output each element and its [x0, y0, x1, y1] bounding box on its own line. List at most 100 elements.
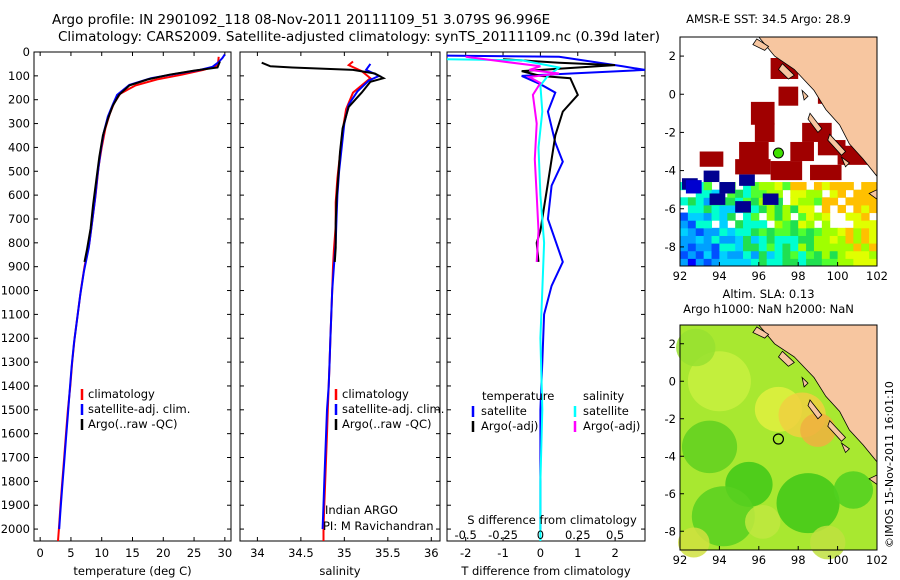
sla-blob [810, 525, 846, 560]
sst-cell [766, 258, 776, 267]
plot-frame [239, 51, 441, 542]
sst-cell [735, 189, 744, 198]
sst-cell [861, 212, 870, 221]
x-tick-label: 0 [537, 546, 544, 560]
sst-cell [845, 197, 854, 206]
x-tick-label: 20 [156, 546, 171, 560]
map-subtitle: Argo h1000: NaN h2000: NaN [683, 302, 854, 316]
legend-entry: satellite [583, 404, 629, 418]
sst-cell [837, 250, 846, 259]
y-tick-label: 1700 [1, 451, 30, 465]
sst-cell [861, 182, 870, 191]
y-tick-label: -8 [665, 524, 676, 538]
y-tick-label: -2 [665, 125, 676, 139]
sst-cell [727, 189, 736, 198]
sst-cell [685, 180, 702, 194]
sst-cell [829, 250, 839, 259]
legend-title: temperature [482, 389, 554, 403]
sst-cell [687, 212, 697, 221]
sst-cell [853, 220, 862, 229]
sst-cell [735, 258, 744, 267]
secondary-tick-label: 0 [537, 528, 544, 542]
sst-cell [806, 204, 815, 214]
y-tick-label: 2000 [1, 522, 30, 536]
legend-entry: Argo(..raw -QC) [342, 417, 432, 431]
figure-title-line2: Climatology: CARS2009. Satellite-adjuste… [58, 29, 661, 45]
sst-cell [821, 227, 831, 236]
sst-cell [798, 250, 807, 259]
sst-cell [687, 220, 697, 229]
sst-masked-block [802, 122, 832, 142]
sst-cell [869, 250, 878, 259]
sst-cell [750, 220, 760, 229]
sst-cell [790, 227, 799, 236]
sst-masked-block [778, 86, 799, 106]
sst-cell [758, 220, 768, 229]
y-tick-label: 0 [23, 45, 30, 59]
sst-cell [719, 258, 728, 267]
sst-cell [869, 235, 878, 244]
sst-cell [743, 189, 752, 198]
sst-cell [853, 243, 862, 252]
y-tick-label: 200 [8, 93, 30, 107]
sst-cell [798, 227, 807, 236]
sst-cell [766, 250, 776, 259]
sst-cell [758, 258, 768, 267]
sst-cell [711, 243, 720, 252]
sst-cell [750, 212, 760, 221]
sst-cell [719, 212, 728, 221]
sst-cell [821, 235, 831, 244]
y-tick-label: 1200 [1, 331, 30, 345]
x-tick-label: 10 [94, 546, 109, 560]
sst-map-panel: AMSR-E SST: 34.5 Argo: 28.9 92 94 96 98 100 10… [665, 12, 888, 283]
sst-cell [806, 212, 815, 221]
sst-cell [798, 189, 807, 198]
y-tick-label: -6 [665, 487, 676, 501]
sst-masked-block [770, 161, 803, 181]
sst-cell [687, 258, 697, 267]
sst-cell [869, 243, 878, 252]
sst-cell [821, 197, 831, 206]
y-tick-label: 1400 [1, 379, 30, 393]
sst-cell [790, 258, 799, 267]
y-tick-label: 100 [8, 69, 30, 83]
sst-cell [750, 197, 760, 206]
land-island [807, 399, 823, 420]
sst-cell [687, 197, 697, 206]
sst-cell [680, 220, 689, 229]
sst-cell [711, 204, 720, 214]
sst-cell [719, 235, 728, 244]
sst-cell [758, 227, 768, 236]
x-tick-label: 1 [574, 546, 581, 560]
sst-cell [687, 227, 697, 236]
sst-masked-block [739, 141, 769, 162]
secondary-tick-label: 0.25 [565, 528, 591, 542]
sst-cell [782, 212, 791, 221]
sst-cell [709, 193, 726, 205]
sst-cell [719, 227, 728, 236]
sst-cell [853, 258, 862, 267]
sst-cell [806, 197, 815, 206]
sst-cell [766, 182, 776, 191]
legend-entry: climatology [342, 387, 409, 401]
x-tick-label: 36 [424, 546, 439, 560]
sst-cell [813, 258, 823, 267]
y-tick-label: 1500 [1, 403, 30, 417]
sst-cell [727, 243, 736, 252]
sst-cell [727, 197, 736, 206]
sst-cell [782, 250, 791, 259]
sst-cell [680, 258, 689, 267]
sst-cell [703, 182, 713, 191]
y-tick-label: 2 [669, 337, 676, 351]
sst-cell [806, 250, 815, 259]
sst-cell [806, 189, 815, 198]
x-tick-label: 96 [751, 269, 766, 283]
series-line-satellite [58, 53, 226, 530]
x-axis-label: salinity [319, 564, 360, 578]
sst-cell [798, 212, 807, 221]
y-tick-label: 400 [8, 140, 30, 154]
land-island [840, 441, 851, 454]
series-line-salinity-satellite [446, 58, 562, 541]
secondary-tick-label: 0.5 [606, 528, 624, 542]
